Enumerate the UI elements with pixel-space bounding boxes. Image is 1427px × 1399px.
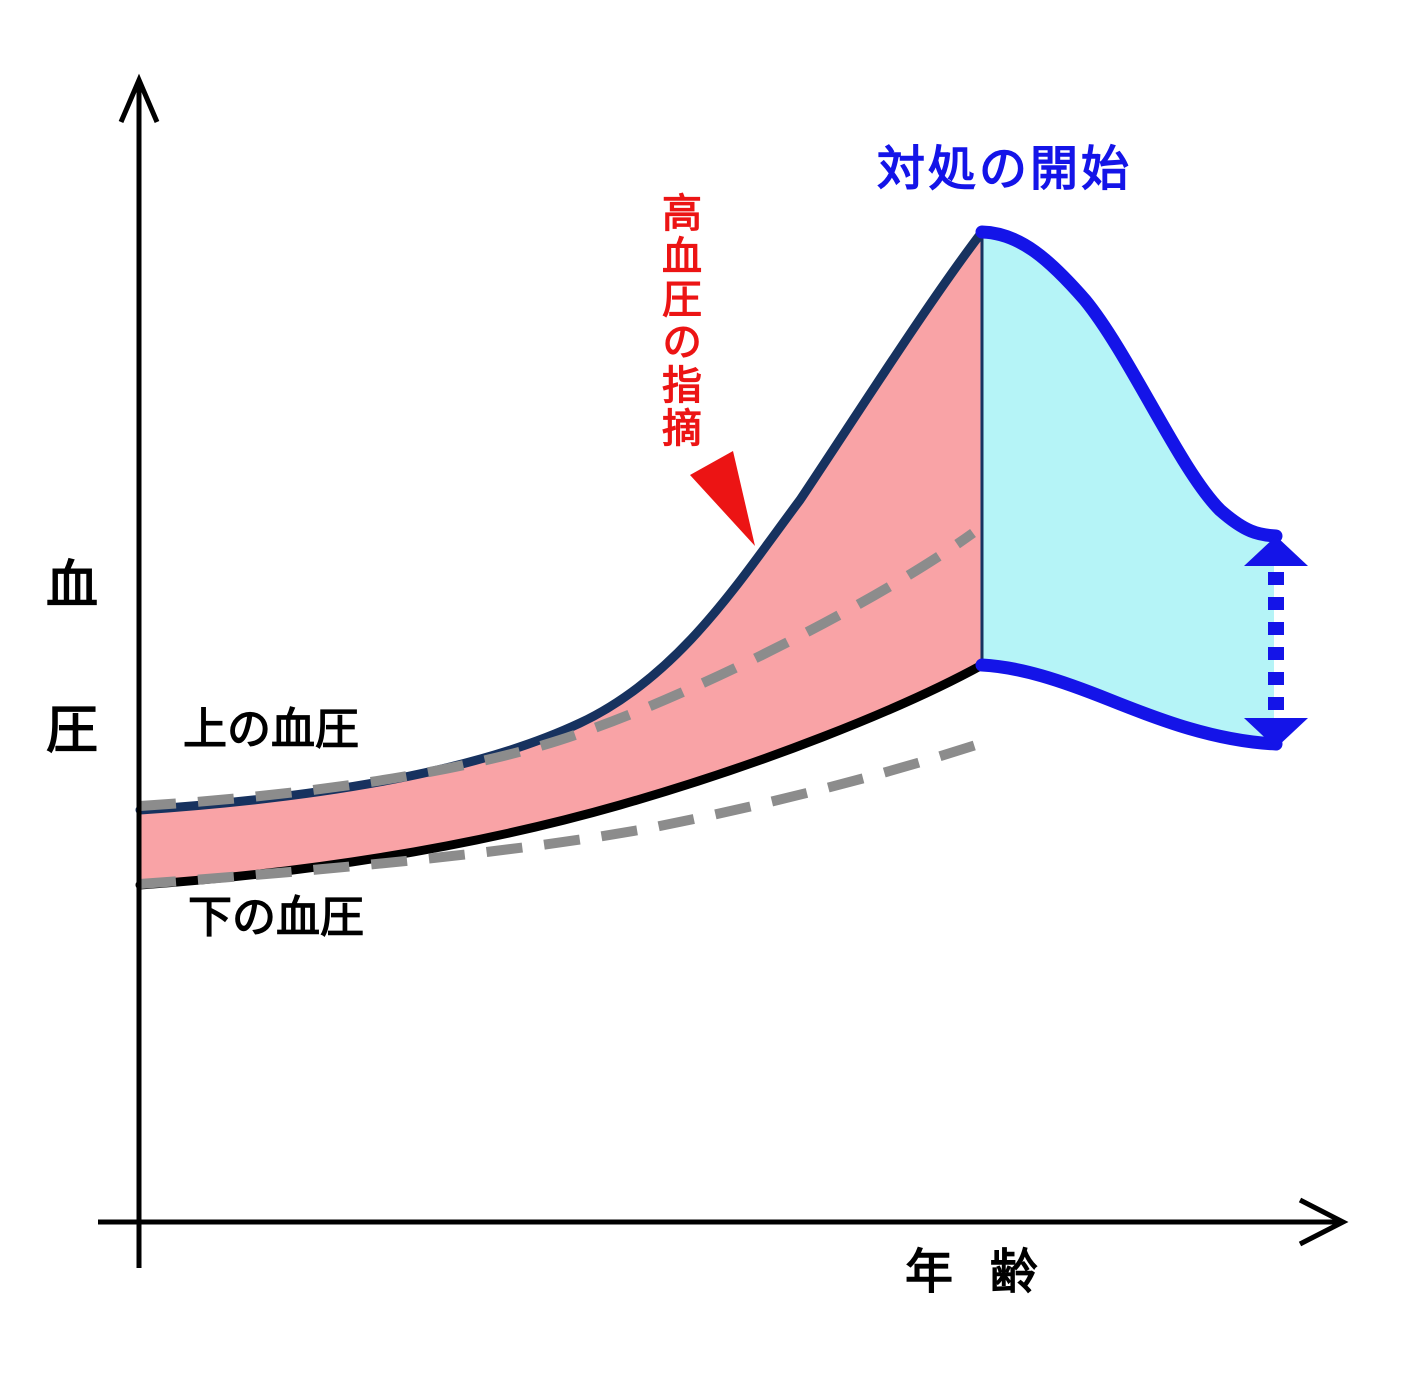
y-axis-label-char-2: 圧 (46, 701, 99, 761)
upper-bp-label: 上の血圧 (183, 704, 359, 755)
bp-gap-arrow-bottom-head-icon (1244, 718, 1308, 748)
treated-systolic-curve (975, 225, 1283, 543)
treated-band-fill (982, 232, 1274, 743)
y-axis-label-char-1: 血 (46, 556, 99, 616)
x-axis-label: 年 齢 (905, 1244, 1048, 1300)
x-axis-arrowhead-icon (1298, 1197, 1349, 1247)
lower-bp-label: 下の血圧 (188, 892, 364, 943)
red-pointer-triangle-icon (690, 451, 755, 546)
hypertension-band-fill (140, 232, 982, 885)
systolic-curve (135, 227, 987, 815)
treated-diastolic-curve (975, 658, 1283, 751)
treatment-start-label: 対処の開始 (877, 141, 1133, 197)
diastolic-curve (135, 660, 987, 890)
hypertension-note-label: 高血圧の指摘 (655, 192, 701, 450)
y-axis-arrowhead-icon (118, 73, 160, 123)
bp-gap-arrow-top-head-icon (1244, 536, 1308, 566)
normal-systolic-dashed-line (139, 528, 976, 811)
normal-diastolic-dashed-line (139, 737, 987, 889)
